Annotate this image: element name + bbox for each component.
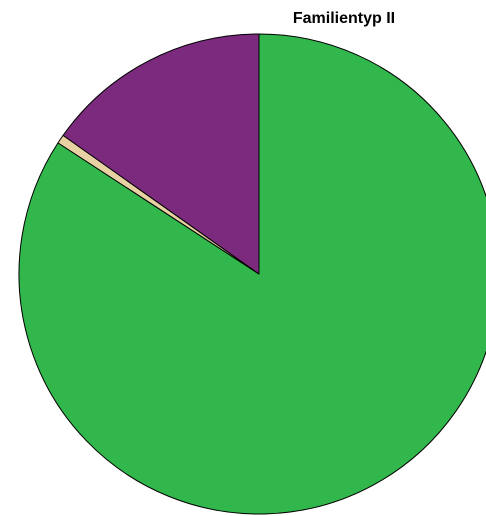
pie-slice-1 — [18, 33, 486, 515]
chart-title: Familientyp II — [292, 10, 396, 27]
pie-slice-3 — [62, 33, 260, 275]
pie-slices — [18, 33, 486, 515]
